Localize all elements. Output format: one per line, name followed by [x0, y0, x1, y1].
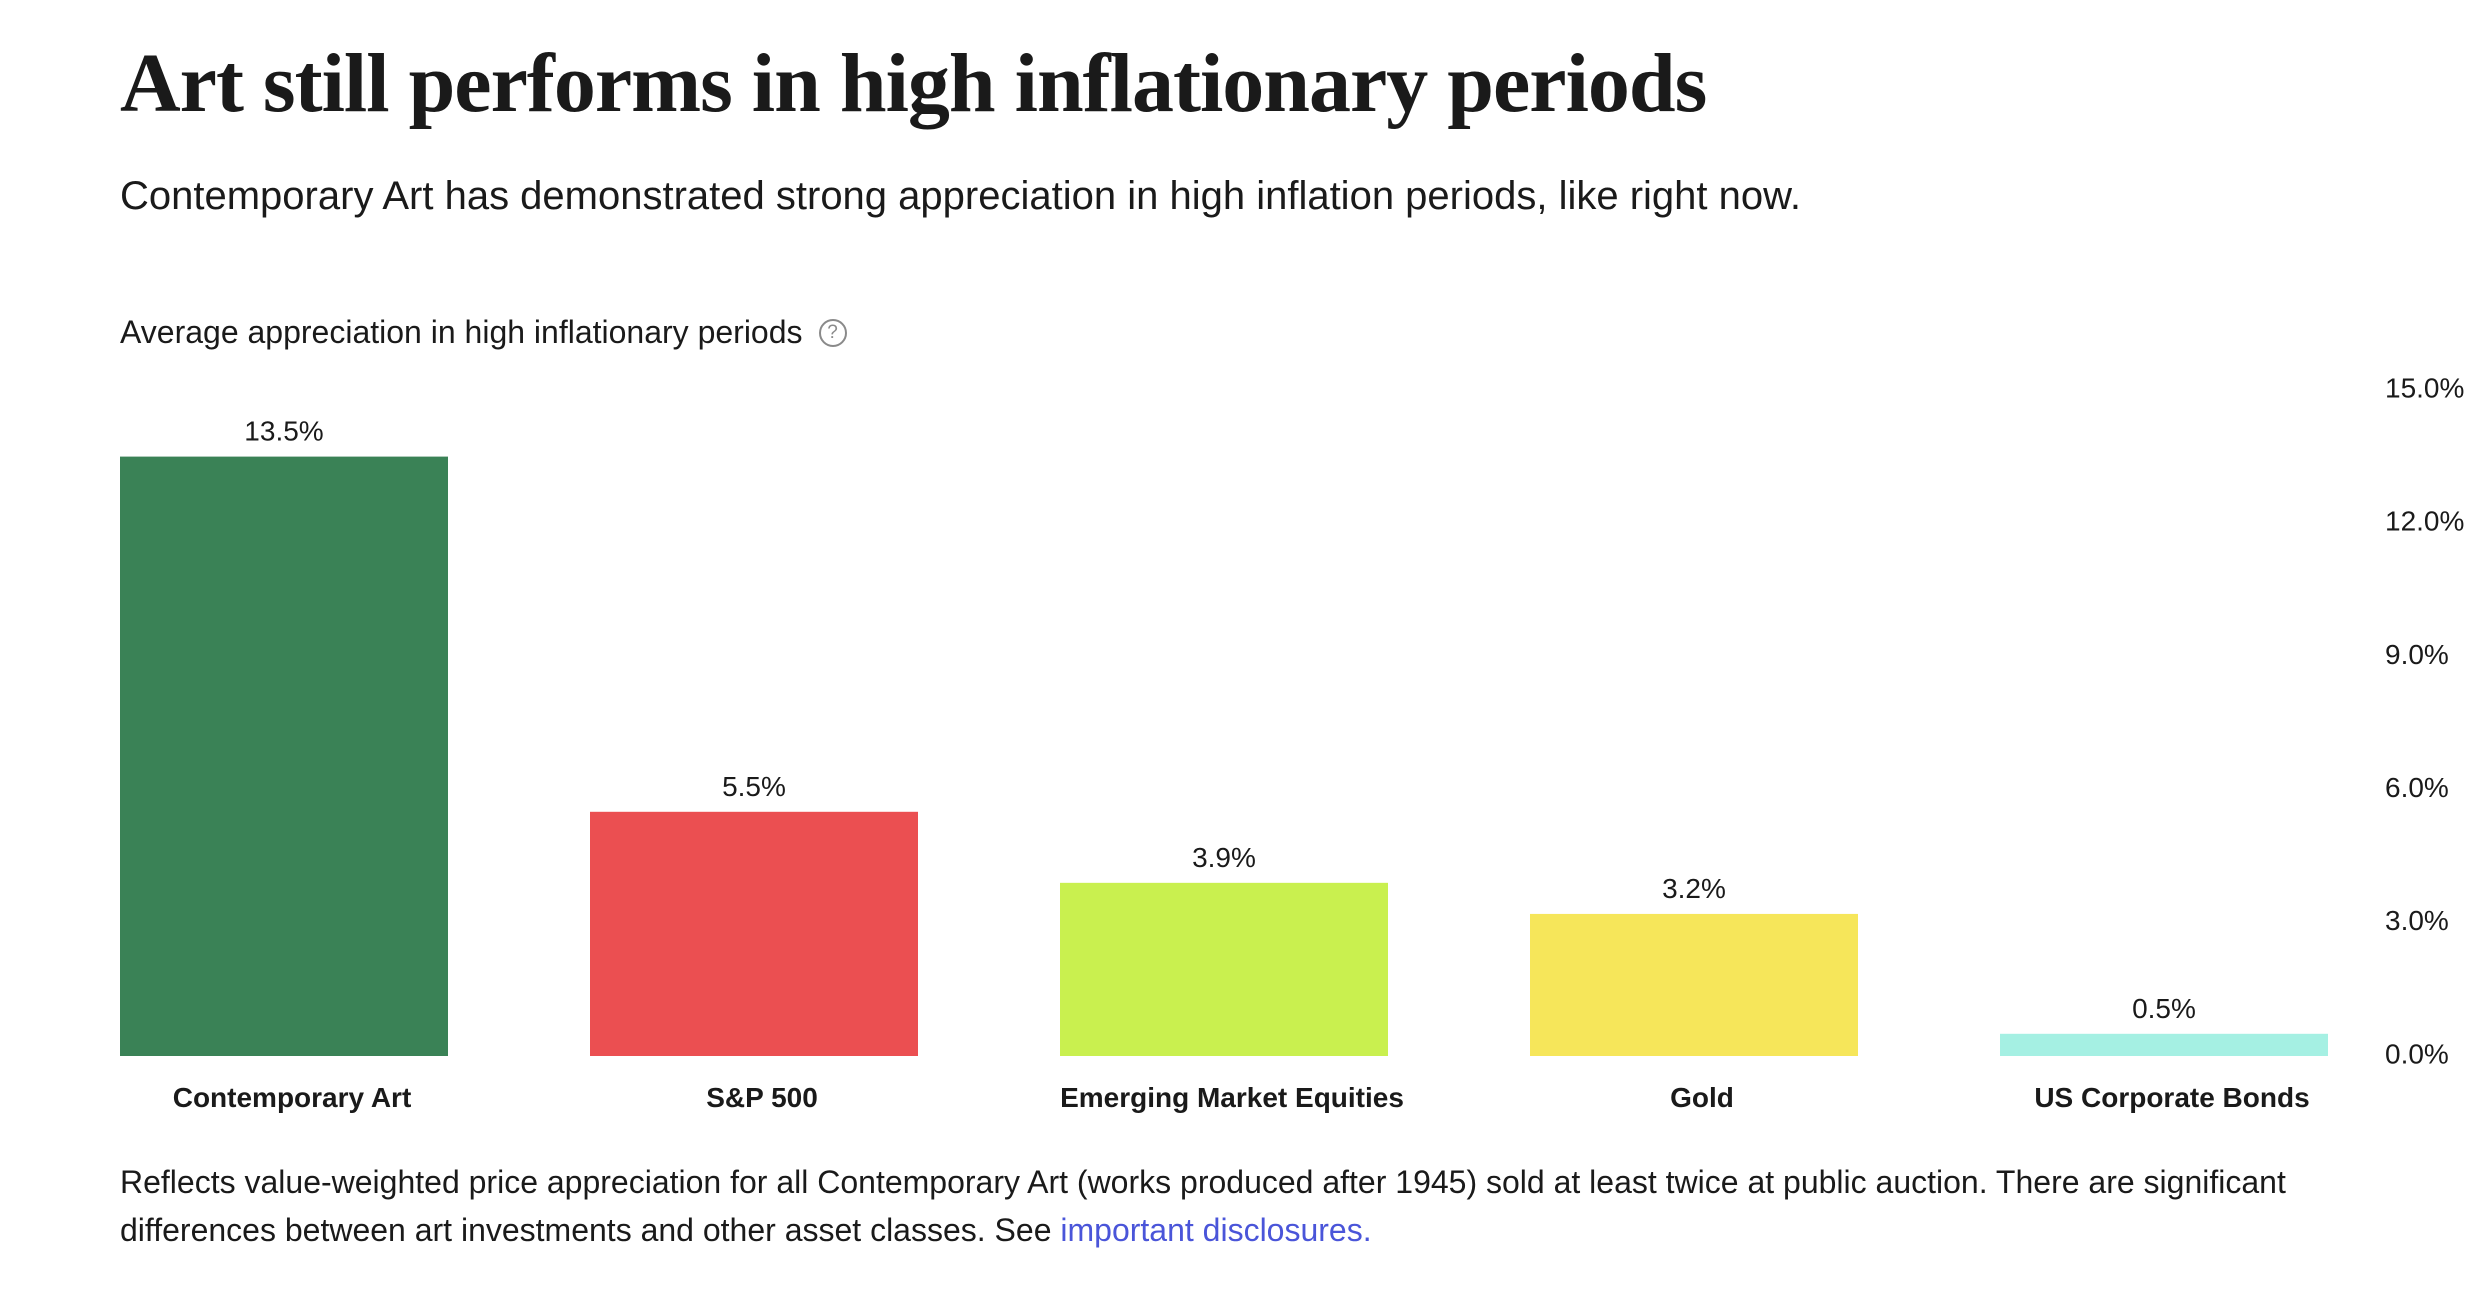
bar[interactable] [2000, 1033, 2328, 1056]
bar-value-label: 3.2% [1662, 873, 1726, 904]
footnote-text: Reflects value-weighted price appreciati… [120, 1164, 2286, 1248]
category-label: Emerging Market Equities [1060, 1082, 1404, 1113]
y-tick-label: 9.0% [2385, 639, 2449, 670]
bar-chart: 0.0% 3.0% 6.0% 9.0% 12.0% 15.0% 13.5% Contempor… [120, 372, 2464, 1113]
bar[interactable] [590, 811, 918, 1056]
bar-value-label: 3.9% [1192, 842, 1256, 873]
bar-value-label: 13.5% [244, 416, 323, 447]
chart-title-row: Average appreciation in high inflationar… [120, 314, 847, 351]
question-circle-icon[interactable]: ? [818, 318, 847, 347]
bar[interactable] [1060, 882, 1388, 1056]
bar-value-label: 0.5% [2132, 993, 2196, 1024]
y-tick-label: 6.0% [2385, 772, 2449, 803]
y-tick-label: 15.0% [2385, 372, 2464, 403]
y-tick-label: 12.0% [2385, 506, 2464, 537]
category-label: S&P 500 [706, 1082, 818, 1113]
bar[interactable] [120, 456, 448, 1057]
category-label: Gold [1670, 1082, 1734, 1113]
chart-footnote: Reflects value-weighted price appreciati… [120, 1158, 2350, 1254]
y-tick-label: 3.0% [2385, 905, 2449, 936]
category-label: US Corporate Bonds [2034, 1082, 2309, 1113]
category-label: Contemporary Art [173, 1082, 412, 1113]
disclosures-link[interactable]: important disclosures. [1060, 1212, 1372, 1248]
bar[interactable] [1530, 913, 1858, 1056]
page-title: Art still performs in high inflationary … [120, 37, 1707, 130]
y-tick-label: 0.0% [2385, 1038, 2449, 1069]
bar-value-label: 5.5% [722, 771, 786, 802]
chart-title: Average appreciation in high inflationar… [120, 314, 803, 350]
page-subtitle: Contemporary Art has demonstrated strong… [120, 174, 1801, 218]
